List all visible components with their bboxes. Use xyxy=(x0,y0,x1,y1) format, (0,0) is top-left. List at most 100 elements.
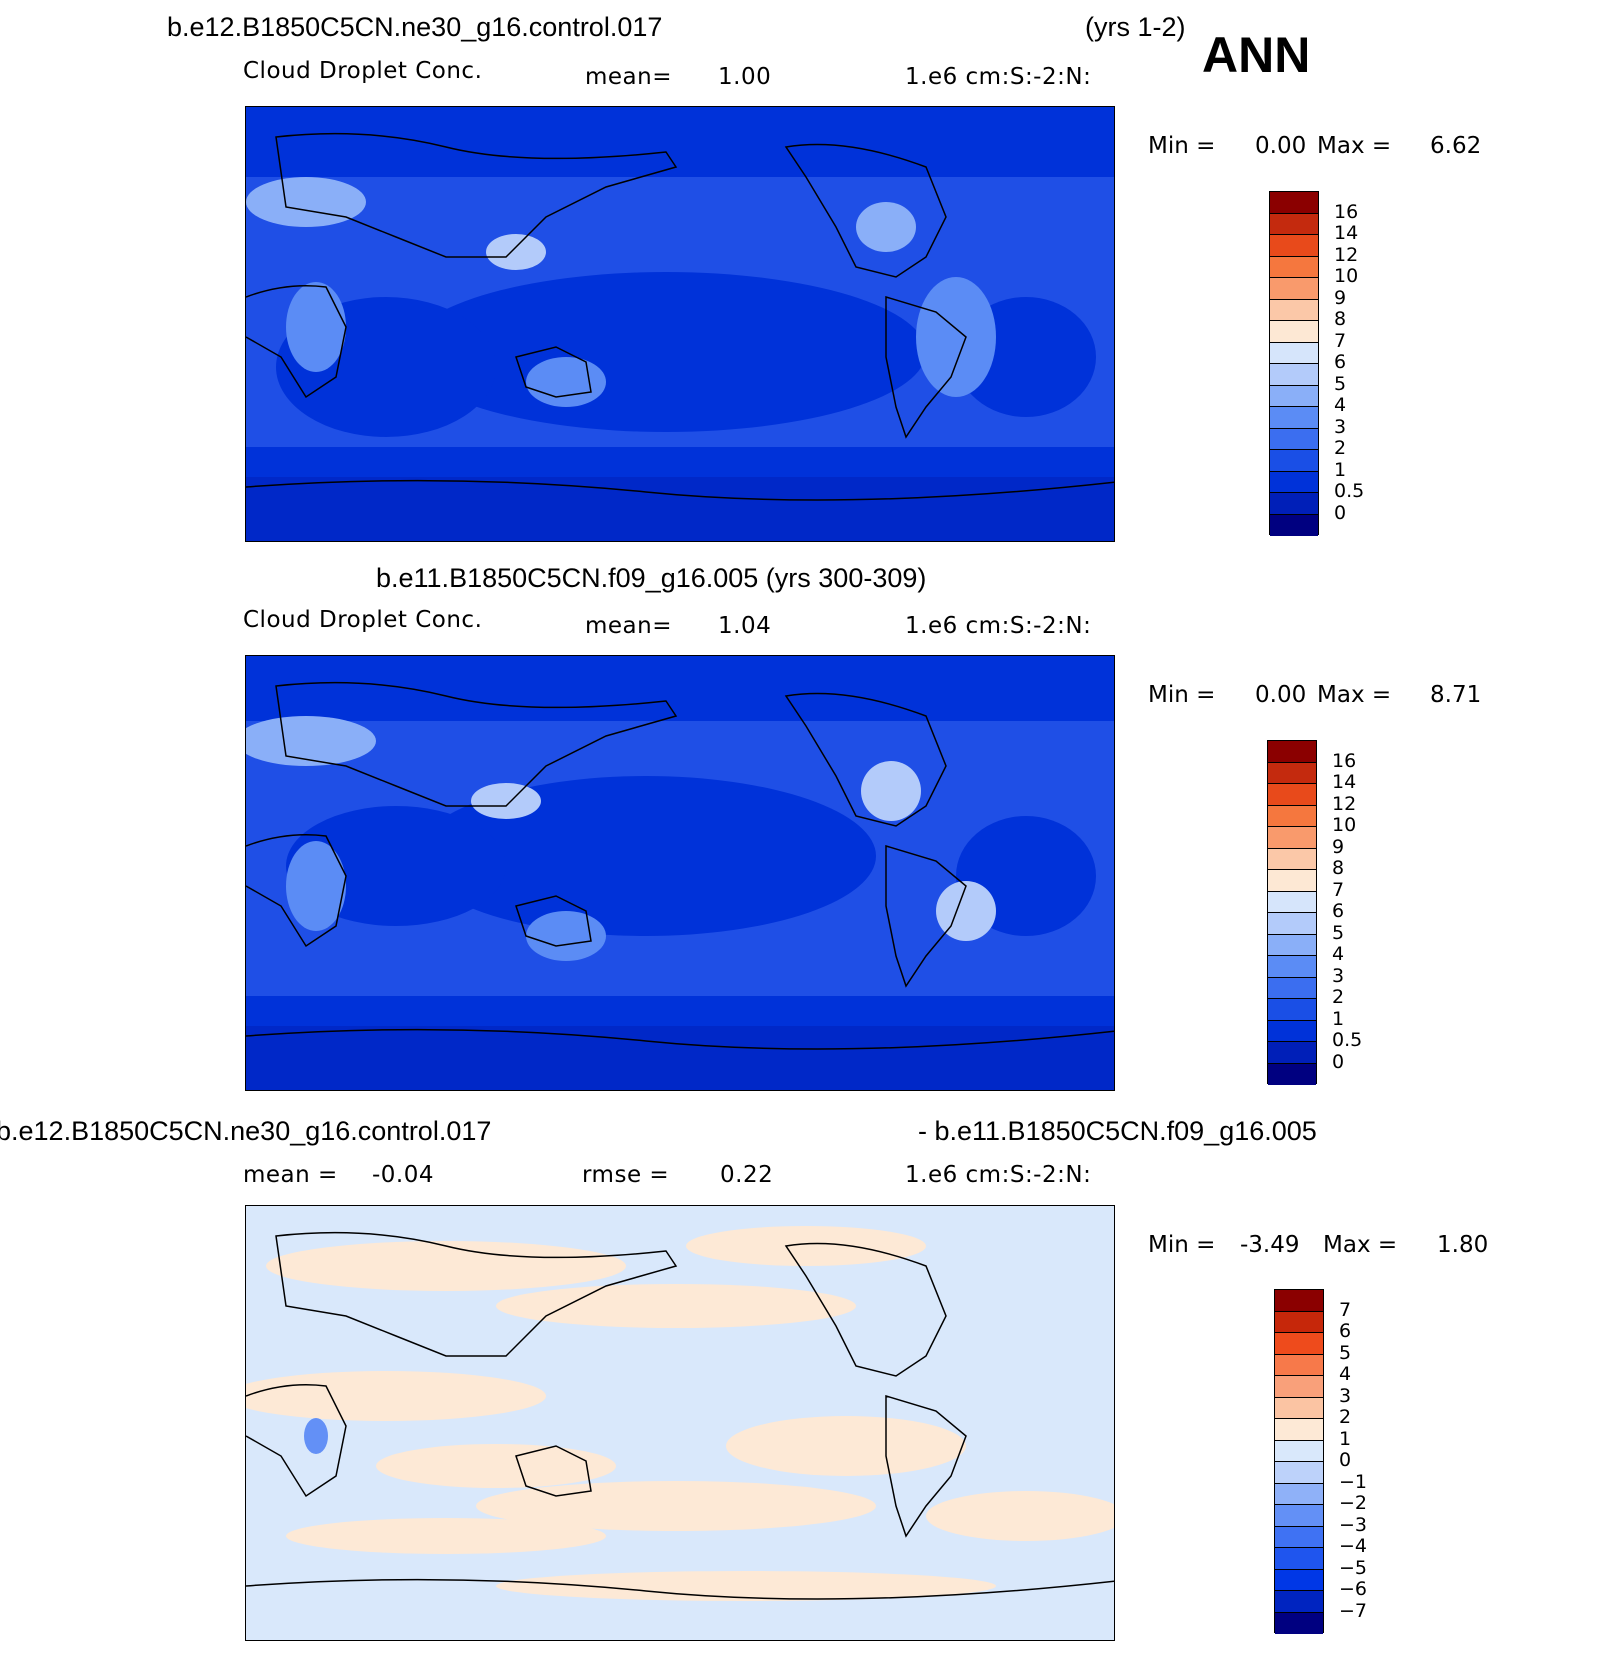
panel1-colorbar-box xyxy=(1270,493,1318,515)
panel3-colorbar-tick-label: 1 xyxy=(1339,1427,1352,1450)
panel3-colorbar-tick-label: −2 xyxy=(1339,1492,1368,1514)
panel1-colorbar-tick-label: 3 xyxy=(1334,415,1347,438)
panel3-min-value: -3.49 xyxy=(1240,1232,1300,1258)
panel3-colorbar-box xyxy=(1275,1462,1323,1484)
panel2-colorbar-box xyxy=(1268,1063,1316,1085)
panel1-max-value: 6.62 xyxy=(1430,133,1482,159)
panel1-colorbar-box xyxy=(1270,342,1318,364)
panel3-colorbar-box xyxy=(1275,1290,1323,1312)
panel2-map-field xyxy=(246,656,1114,1090)
panel2-min-label: Min = xyxy=(1148,682,1216,708)
panel2-colorbar-tick-label: 14 xyxy=(1332,771,1357,793)
panel3-colorbar-tick-label: −5 xyxy=(1339,1556,1368,1579)
panel1-title-left: b.e12.B1850C5CN.ne30_g16.control.017 xyxy=(167,12,663,42)
panel2-colorbar-tick-label: 5 xyxy=(1332,921,1345,944)
panel1-min-value: 0.00 xyxy=(1255,133,1307,159)
panel1-colorbar-box xyxy=(1270,213,1318,235)
panel2-colorbar-tick-label: 3 xyxy=(1332,964,1345,987)
panel1-units: 1.e6 cm:S:-2:N: xyxy=(905,64,1092,90)
panel1-min-label: Min = xyxy=(1148,133,1216,159)
panel3-colorbar-box xyxy=(1275,1376,1323,1398)
panel2-colorbar-box xyxy=(1268,956,1316,978)
panel1-colorbar-box xyxy=(1270,278,1318,300)
panel2-colorbar-tick-label: 10 xyxy=(1332,814,1357,836)
panel2-variable: Cloud Droplet Conc. xyxy=(243,607,483,633)
panel3-colorbar-box xyxy=(1275,1397,1323,1419)
panel2-max-value: 8.71 xyxy=(1430,682,1482,708)
panel1-colorbar-tick-label: 14 xyxy=(1334,222,1359,244)
panel1-colorbar-tick-label: 8 xyxy=(1334,308,1347,330)
panel3-colorbar-box xyxy=(1275,1440,1323,1462)
panel1-colorbar-box xyxy=(1270,235,1318,257)
panel3-colorbar-tick-label: 2 xyxy=(1339,1406,1352,1428)
panel3-units: 1.e6 cm:S:-2:N: xyxy=(905,1162,1092,1188)
panel1-colorbar-tick-label: 9 xyxy=(1334,286,1347,309)
panel3-colorbar-tick-label: −7 xyxy=(1339,1599,1368,1622)
panel3-map-field xyxy=(246,1206,1114,1640)
panel3-colorbar-box xyxy=(1275,1354,1323,1376)
season-label: ANN xyxy=(1202,27,1311,83)
panel1-colorbar-tick-label: 5 xyxy=(1334,372,1347,395)
panel1-colorbar-box xyxy=(1270,428,1318,450)
panel2-colorbar-tick-label: 1 xyxy=(1332,1007,1345,1030)
panel1-colorbar-tick-label: 1 xyxy=(1334,458,1347,481)
panel1-colorbar-tick-label: 4 xyxy=(1334,394,1347,416)
panel3-colorbar-tick-label: −6 xyxy=(1339,1578,1368,1600)
panel3-colorbar-tick-label: 6 xyxy=(1339,1320,1352,1342)
panel1-colorbar-box xyxy=(1270,385,1318,407)
panel2-colorbar-tick-label: 0 xyxy=(1332,1050,1345,1073)
panel1-colorbar-box xyxy=(1270,364,1318,386)
panel1-map-field xyxy=(246,107,1114,541)
panel1-mean-label: mean= xyxy=(585,64,672,90)
panel2-colorbar-tick-label: 8 xyxy=(1332,857,1345,879)
panel1-colorbar-box xyxy=(1270,407,1318,429)
panel3-colorbar-box xyxy=(1275,1526,1323,1548)
panel2-title: b.e11.B1850C5CN.f09_g16.005 (yrs 300-309… xyxy=(376,563,927,593)
panel3-colorbar-box xyxy=(1275,1548,1323,1570)
panel2-colorbar-tick-label: 6 xyxy=(1332,900,1345,922)
panel1-colorbar-box xyxy=(1270,450,1318,472)
panel3-max-label: Max = xyxy=(1323,1232,1398,1258)
panel3-mean-label: mean = xyxy=(243,1162,338,1188)
panel2-colorbar-box xyxy=(1268,741,1316,763)
panel3-rmse-value: 0.22 xyxy=(720,1162,774,1188)
panel1-title-right: (yrs 1-2) xyxy=(1085,12,1186,42)
panel1-colorbar-box xyxy=(1270,321,1318,343)
panel3-colorbar-tick-label: −4 xyxy=(1339,1535,1368,1557)
panel2-colorbar-box xyxy=(1268,1020,1316,1042)
panel2-colorbar-box xyxy=(1268,913,1316,935)
panel3-max-value: 1.80 xyxy=(1437,1232,1489,1258)
panel2-colorbar-box xyxy=(1268,827,1316,849)
panel1-colorbar-tick-label: 16 xyxy=(1334,200,1359,223)
panel2-colorbar-tick-label: 2 xyxy=(1332,986,1345,1008)
panel2-colorbar-box xyxy=(1268,870,1316,892)
panel2-colorbar-box xyxy=(1268,762,1316,784)
panel3-map xyxy=(245,1205,1115,1641)
panel2-mean-value: 1.04 xyxy=(718,613,772,639)
panel3-colorbar-box xyxy=(1275,1505,1323,1527)
panel3-mean-value: -0.04 xyxy=(372,1162,435,1188)
panel3-colorbar-box xyxy=(1275,1483,1323,1505)
panel2-colorbar-box xyxy=(1268,999,1316,1021)
panel3-colorbar-tick-label: −3 xyxy=(1339,1513,1368,1536)
panel2-colorbar-box xyxy=(1268,891,1316,913)
panel1-colorbar-tick-label: 0.5 xyxy=(1334,480,1365,502)
panel1-colorbar-box xyxy=(1270,256,1318,278)
panel2-units: 1.e6 cm:S:-2:N: xyxy=(905,613,1092,639)
panel3-colorbar-tick-label: 7 xyxy=(1339,1298,1352,1321)
panel2-colorbar-box xyxy=(1268,784,1316,806)
panel1-max-label: Max = xyxy=(1317,133,1392,159)
panel2-colorbar-box xyxy=(1268,934,1316,956)
panel3-colorbar-box xyxy=(1275,1569,1323,1591)
panel2-colorbar-box xyxy=(1268,848,1316,870)
panel3-colorbar xyxy=(1274,1289,1324,1634)
panel1-colorbar-tick-label: 12 xyxy=(1334,243,1359,266)
panel2-colorbar-tick-label: 7 xyxy=(1332,878,1345,901)
panel2-max-label: Max = xyxy=(1317,682,1392,708)
panel1-mean-value: 1.00 xyxy=(718,64,772,90)
panel3-colorbar-box xyxy=(1275,1311,1323,1333)
panel2-colorbar-tick-label: 4 xyxy=(1332,943,1345,965)
panel2-colorbar-tick-label: 0.5 xyxy=(1332,1029,1363,1051)
panel2-colorbar-box xyxy=(1268,977,1316,999)
panel1-colorbar-tick-label: 0 xyxy=(1334,501,1347,524)
